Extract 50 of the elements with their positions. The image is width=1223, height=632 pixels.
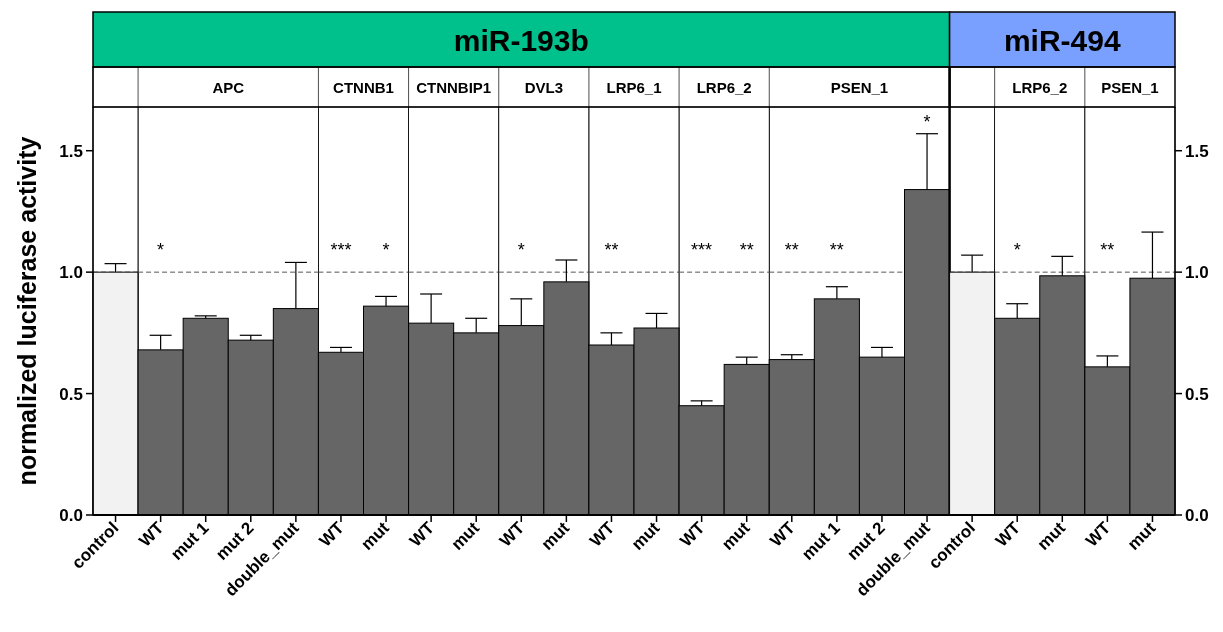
chart-subtitle: PSEN_1 xyxy=(830,79,889,96)
x-tick-label: WT xyxy=(766,517,800,551)
y-tick-label: 1.0 xyxy=(59,263,83,283)
annotation: ** xyxy=(829,239,844,260)
chart-subtitle: PSEN_1 xyxy=(1101,79,1159,96)
chart-subtitle: LRP6_2 xyxy=(1012,79,1068,96)
annotation: * xyxy=(923,111,931,132)
x-tick-label: mut xyxy=(447,518,484,554)
y-tick-label: 0.5 xyxy=(1185,384,1209,404)
x-tick-label: WT xyxy=(991,517,1025,551)
x-tick-label: WT xyxy=(1082,517,1115,551)
y-tick-label: 1.0 xyxy=(1185,263,1209,283)
chart-subtitle: CTNNB1 xyxy=(333,79,394,96)
x-tick-label: WT xyxy=(495,517,529,551)
annotation: * xyxy=(157,239,165,260)
y-tick-label: 0.0 xyxy=(59,506,83,525)
y-tick-label: 0.0 xyxy=(1185,506,1209,525)
x-tick-label: mut xyxy=(1033,518,1070,554)
x-tick-label: mut xyxy=(1123,518,1160,554)
annotation: ** xyxy=(739,239,754,260)
x-tick-label: WT xyxy=(676,517,709,551)
x-tick-label: WT xyxy=(405,517,439,551)
annotation: * xyxy=(382,239,390,260)
y-tick-label: 1.5 xyxy=(1185,141,1209,161)
chart-subtitle: LRP6_2 xyxy=(696,79,752,96)
annotation: * xyxy=(1013,239,1021,260)
annotation: * xyxy=(517,239,525,260)
x-tick-label: mut 1 xyxy=(798,518,844,564)
x-tick-label: mut xyxy=(537,518,574,554)
x-tick-label: WT xyxy=(315,517,349,551)
chart-subtitle: DVL3 xyxy=(524,79,564,96)
x-tick-label: mut xyxy=(627,518,664,554)
annotation: *** xyxy=(330,239,352,260)
x-tick-label: mut 1 xyxy=(167,518,213,564)
y-tick-label: 1.5 xyxy=(59,141,83,161)
x-tick-label: WT xyxy=(586,517,619,551)
x-tick-label: mut xyxy=(718,518,754,554)
chart-subtitle: LRP6_1 xyxy=(606,79,662,96)
text: miR-193b xyxy=(453,23,589,57)
y-tick-label: 0.5 xyxy=(59,384,83,404)
chart-subtitle: APC xyxy=(212,79,245,96)
annotation: ** xyxy=(1100,239,1115,260)
annotation: *** xyxy=(691,239,713,260)
x-tick-label: mut xyxy=(357,518,394,554)
chart-subtitle: CTNNBIP1 xyxy=(416,79,492,96)
x-tick-label: WT xyxy=(135,517,168,551)
annotation: ** xyxy=(784,239,799,260)
y-axis-title: normalized luciferase activity xyxy=(13,136,41,486)
text: miR-494 xyxy=(1003,23,1121,57)
annotation: ** xyxy=(604,239,619,260)
